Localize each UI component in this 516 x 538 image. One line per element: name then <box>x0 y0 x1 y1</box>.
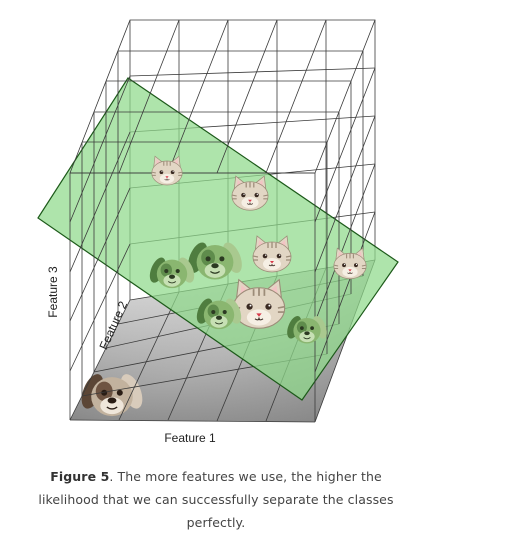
figure-caption: Figure 5. The more features we use, the … <box>30 465 402 534</box>
caption-label: Figure 5 <box>50 469 110 484</box>
x-axis-label: Feature 1 <box>164 431 216 445</box>
cube-frame <box>69 19 376 422</box>
caption-text: . The more features we use, the higher t… <box>38 469 394 530</box>
z-axis-label: Feature 3 <box>46 266 60 318</box>
feature-space-figure: Feature 1 Feature 2 Feature 3 <box>37 19 399 445</box>
